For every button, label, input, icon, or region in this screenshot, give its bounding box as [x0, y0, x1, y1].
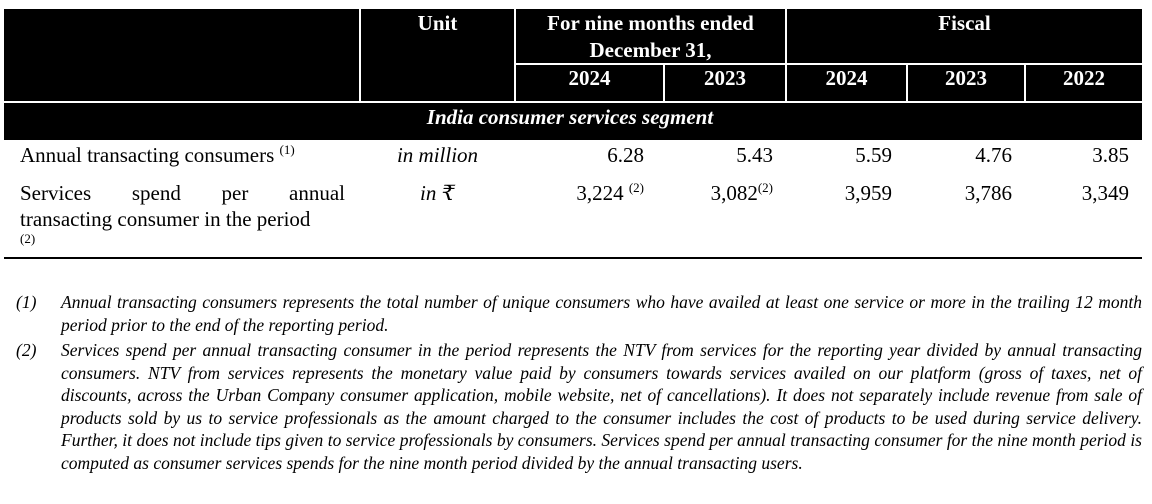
- row-label-word: spend: [131, 181, 181, 205]
- table-cell: 3.85: [1092, 143, 1129, 167]
- table-cell: 4.76: [975, 143, 1012, 167]
- cell-value: 3,224: [576, 181, 624, 205]
- cell-note: (2): [757, 180, 773, 195]
- nine-months-header-line2: December 31,: [589, 38, 712, 62]
- footnote-marker: (1): [16, 292, 37, 312]
- year-header: 2022: [1063, 66, 1105, 90]
- row-label-word: annual: [289, 181, 345, 205]
- header-divider: [4, 101, 1142, 103]
- header-divider: [1024, 64, 1026, 102]
- unit-header: Unit: [417, 11, 458, 35]
- table-cell: 3,082(2): [665, 180, 773, 206]
- header-divider: [785, 9, 787, 102]
- footnote-marker: (2): [16, 340, 37, 360]
- table-cell: 6.28: [607, 143, 644, 167]
- row-label-note: (2): [20, 231, 36, 246]
- fiscal-header: Fiscal: [938, 11, 991, 35]
- year-header: 2023: [945, 66, 987, 90]
- table-bottom-rule: [4, 257, 1142, 259]
- nine-months-header: For nine months ended December 31,: [516, 10, 785, 64]
- footnote: (1) Annual transacting consumers represe…: [16, 291, 1142, 337]
- segment-title: India consumer services segment: [426, 105, 714, 129]
- row-label-note: (1): [279, 142, 295, 157]
- row-label-line1: Services spend per annual: [20, 180, 345, 206]
- header-divider: [514, 63, 1142, 65]
- table-cell: 5.59: [855, 143, 892, 167]
- row-unit: in million: [396, 143, 479, 167]
- header-divider: [359, 9, 361, 102]
- cell-value: 3,082: [710, 181, 758, 205]
- table-row-label: Annual transacting consumers (1): [20, 142, 355, 168]
- header-divider: [514, 9, 516, 102]
- header-divider: [663, 64, 665, 102]
- table-header: [4, 9, 1142, 140]
- header-divider: [906, 64, 908, 102]
- row-label-word: Services: [20, 181, 92, 205]
- footnote: (2) Services spend per annual transactin…: [16, 339, 1142, 499]
- year-header: 2024: [825, 66, 868, 90]
- nine-months-header-line1: For nine months ended: [547, 11, 754, 35]
- table-cell: 3,959: [844, 181, 892, 205]
- table-cell: 5.43: [736, 143, 773, 167]
- row-label-word: per: [221, 181, 249, 205]
- row-label-line2: transacting consumer in the period: [20, 207, 311, 231]
- year-header: 2023: [704, 66, 746, 90]
- footnote-text: Annual transacting consumers represents …: [61, 292, 1142, 335]
- table-cell: 3,224 (2): [516, 180, 644, 206]
- table-cell: 3,349: [1081, 181, 1129, 205]
- footnote-text: Services spend per annual transacting co…: [61, 340, 1142, 473]
- table-row-label: Services spend per annual transacting co…: [20, 180, 345, 246]
- table-cell: 3,786: [964, 181, 1012, 205]
- cell-note: (2): [628, 180, 644, 195]
- year-header: 2024: [568, 66, 611, 90]
- row-label-text: Annual transacting consumers: [20, 143, 275, 167]
- row-unit: in ₹: [420, 181, 455, 205]
